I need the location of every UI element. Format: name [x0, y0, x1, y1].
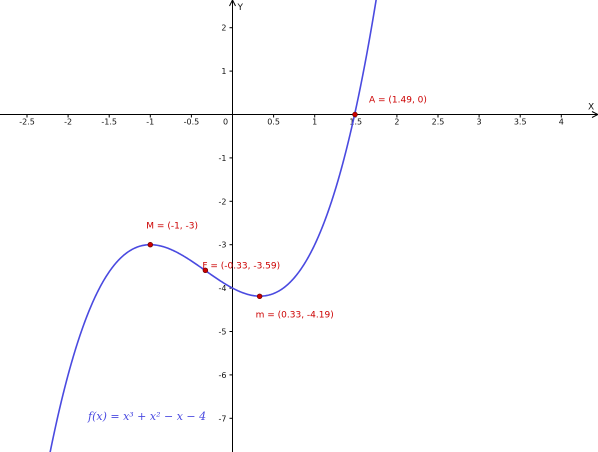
function-formula: f(x) = x³ + x² − x − 4	[87, 410, 206, 423]
x-tick-label: 3.5	[514, 118, 527, 127]
y-tick-label: -7	[219, 414, 227, 423]
x-tick-label: 4	[559, 118, 564, 127]
x-tick-label: -2.5	[19, 118, 35, 127]
y-tick-label: -1	[219, 154, 227, 163]
point-m-label: M = (-1, -3)	[146, 222, 198, 232]
ticks: -2.5 -2 -1.5 -1 -0.5 0.5 1 1.5 2 2.5 3 3.5 4 0 2 1 -1 -2 -…	[19, 24, 564, 424]
point-a-label: A = (1.49, 0)	[369, 96, 427, 106]
x-tick-label: 2.5	[432, 118, 445, 127]
x-tick-label: 1.5	[349, 118, 362, 127]
x-tick-label: 2	[394, 118, 399, 127]
x-tick-label: 3	[477, 118, 482, 127]
y-axis-label: Y	[237, 3, 244, 13]
point-a-marker	[352, 111, 358, 118]
points: A = (1.49, 0) M = (-1, -3) F = (-0.33, -3.…	[146, 96, 427, 321]
point-m-label: m = (0.33, -4.19)	[256, 310, 334, 320]
x-tick-label: 0.5	[267, 118, 280, 127]
y-tick-label: -6	[219, 371, 227, 380]
function-curve	[49, 0, 377, 452]
y-tick-label: -4	[219, 284, 227, 293]
y-axis-arrow	[229, 0, 236, 7]
x-tick-label: -1.5	[101, 118, 117, 127]
x-tick-label: -1	[146, 118, 154, 127]
point-f-label: F = (-0.33, -3.59)	[202, 261, 280, 271]
x-tick-label: -0.5	[184, 118, 200, 127]
x-tick-label: 1	[312, 118, 317, 127]
y-tick-label: -3	[219, 241, 227, 250]
point-f-marker	[202, 267, 209, 274]
y-tick-label: 1	[221, 67, 226, 76]
x-tick-label: -2	[64, 118, 72, 127]
y-tick-label: 2	[221, 24, 226, 33]
point-m-marker	[256, 293, 263, 300]
y-tick-label: -2	[219, 197, 227, 206]
y-tick-label: -5	[219, 328, 227, 337]
point-m-marker	[147, 242, 154, 248]
x-axis-arrow	[591, 111, 598, 118]
origin-label: 0	[223, 118, 228, 127]
x-axis-label: X	[588, 103, 594, 113]
